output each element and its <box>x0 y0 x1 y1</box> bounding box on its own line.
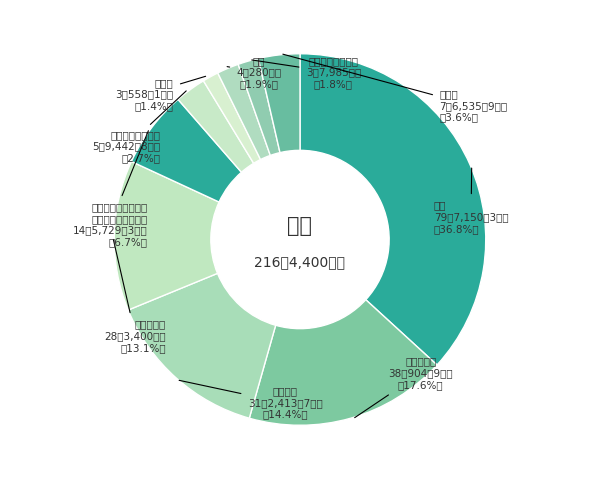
Wedge shape <box>178 81 254 172</box>
Text: 216億4,400万円: 216億4,400万円 <box>254 255 346 269</box>
Text: 国有提供施設等所在
市町村助成交付金等
14億5,729万3千円
（6.7%）: 国有提供施設等所在 市町村助成交付金等 14億5,729万3千円 （6.7%） <box>73 131 148 247</box>
Text: 市税
79億7,150万3千円
（36.8%）: 市税 79億7,150万3千円 （36.8%） <box>434 168 508 234</box>
Wedge shape <box>128 274 275 418</box>
Wedge shape <box>131 99 241 202</box>
Text: その他
7億6,535万9千円
（3.6%）: その他 7億6,535万9千円 （3.6%） <box>283 54 508 122</box>
Text: 国庫支出金
38億904万9千円
（17.6%）: 国庫支出金 38億904万9千円 （17.6%） <box>355 357 453 418</box>
Wedge shape <box>203 73 260 163</box>
Text: 地方交付税
28億3,400万円
（13.1%）: 地方交付税 28億3,400万円 （13.1%） <box>104 240 166 353</box>
Wedge shape <box>300 54 486 365</box>
Text: 繰入金
3億558万1千円
（1.4%）: 繰入金 3億558万1千円 （1.4%） <box>116 76 206 111</box>
Text: 歳入: 歳入 <box>287 217 313 237</box>
Text: 使用料及び手数料
3億7,985万円
（1.8%）: 使用料及び手数料 3億7,985万円 （1.8%） <box>252 56 361 89</box>
Wedge shape <box>114 161 219 310</box>
Text: 市債
4億280万円
（1.9%）: 市債 4億280万円 （1.9%） <box>227 56 281 89</box>
Text: 都支出金
31億2,413万7千円
（14.4%）: 都支出金 31億2,413万7千円 （14.4%） <box>179 380 323 420</box>
Wedge shape <box>259 54 300 153</box>
Wedge shape <box>238 58 280 155</box>
Wedge shape <box>249 300 437 425</box>
Text: 地方消費税交付金
5億9,442万8千円
（2.7%）: 地方消費税交付金 5億9,442万8千円 （2.7%） <box>92 91 186 163</box>
Wedge shape <box>218 64 271 160</box>
